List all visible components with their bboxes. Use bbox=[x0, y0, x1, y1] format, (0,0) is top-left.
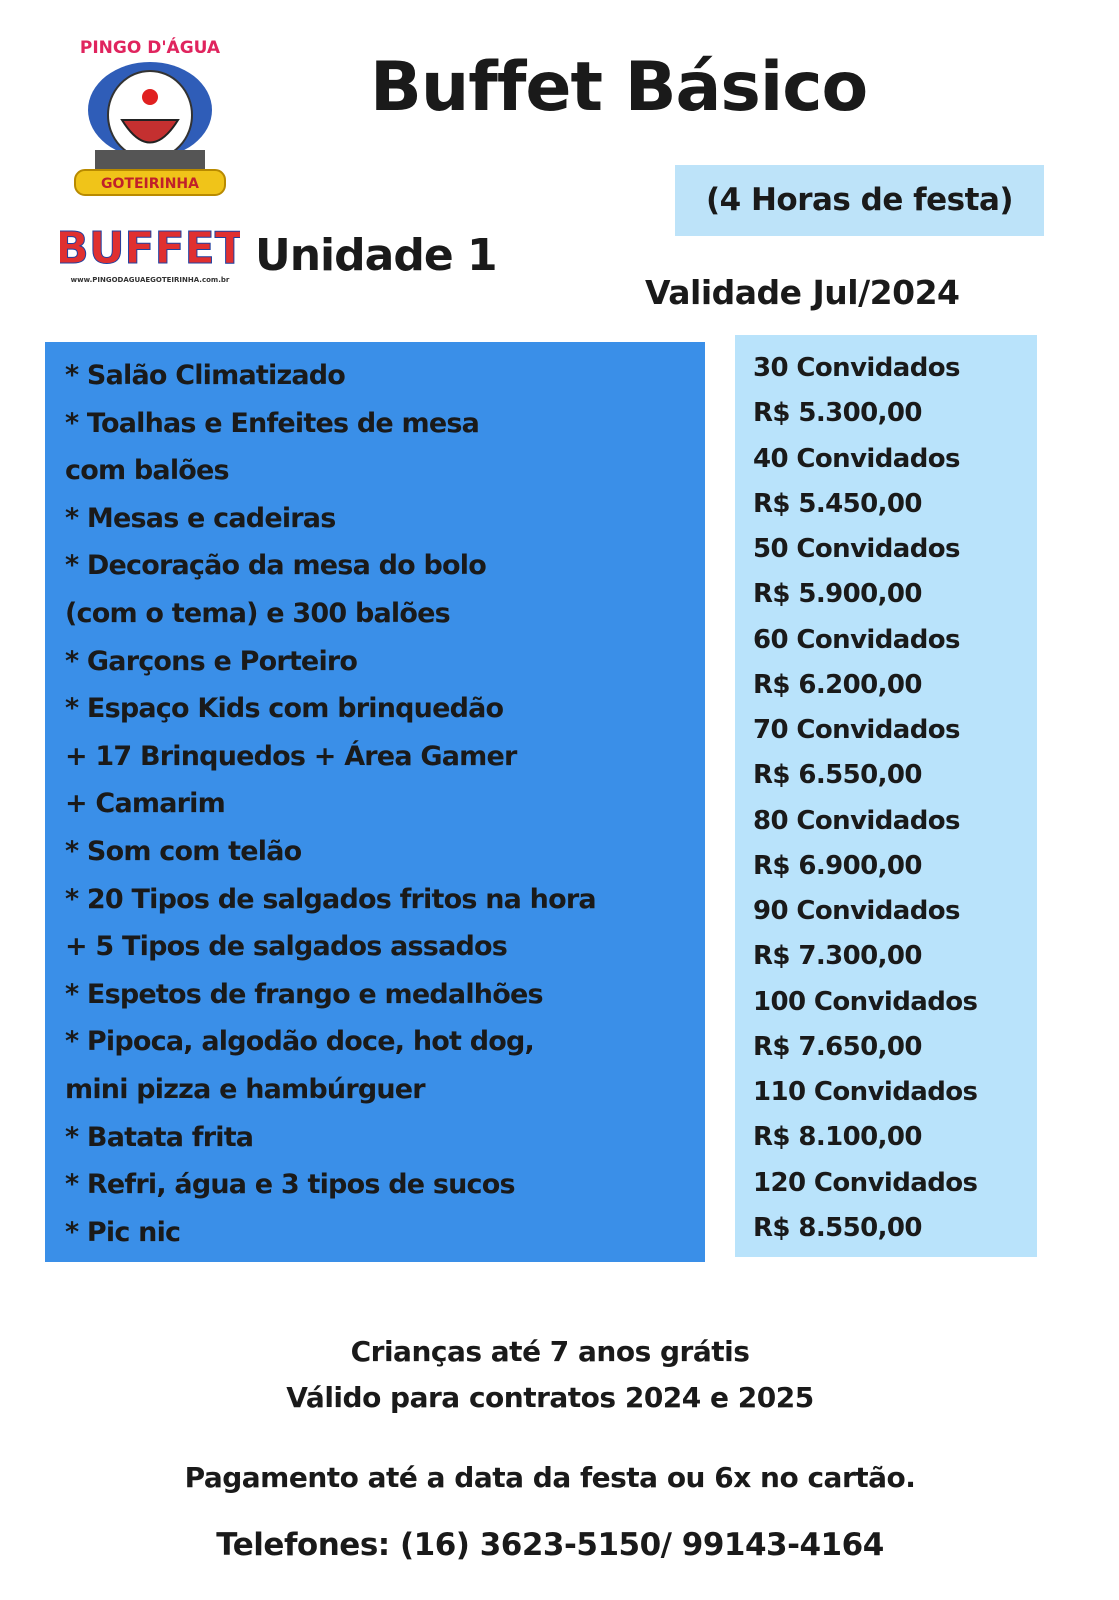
feature-line: + Camarim bbox=[65, 788, 226, 820]
guest-count: 90 Convidados bbox=[753, 896, 960, 926]
guest-count: 100 Convidados bbox=[753, 986, 978, 1017]
price: R$ 6.900,00 bbox=[753, 850, 922, 881]
guest-count: 120 Convidados bbox=[753, 1167, 978, 1198]
duration: (4 Horas de festa) bbox=[675, 165, 1044, 236]
price: R$ 7.300,00 bbox=[753, 941, 922, 971]
price: R$ 8.550,00 bbox=[753, 1212, 922, 1243]
prices-box: 30 Convidados R$ 5.300,00 40 Convidados R$ … bbox=[735, 335, 1037, 1257]
feature-line: * Refri, água e 3 tipos de sucos bbox=[65, 1169, 516, 1201]
price: R$ 5.450,00 bbox=[753, 488, 922, 519]
guest-count: 80 Convidados bbox=[753, 805, 960, 836]
guest-count: 70 Convidados bbox=[753, 715, 960, 745]
price: R$ 8.100,00 bbox=[753, 1122, 922, 1152]
footer-phones: Telefones: (16) 3623-5150/ 99143-4164 bbox=[216, 1527, 884, 1563]
guest-count: 110 Convidados bbox=[753, 1077, 978, 1107]
feature-line: * Decoração da mesa do bolo bbox=[65, 550, 487, 582]
feature-line: + 5 Tipos de salgados assados bbox=[65, 931, 508, 963]
feature-line: * Garçons e Porteiro bbox=[65, 645, 358, 677]
logo-brand: BUFFET bbox=[60, 223, 240, 274]
feature-line: + 17 Brinquedos + Área Gamer bbox=[65, 740, 517, 772]
guest-count: 60 Convidados bbox=[753, 624, 960, 655]
logo-url: www.PINGODAGUAEGOTEIRINHA.com.br bbox=[71, 276, 230, 284]
feature-line: * Pic nic bbox=[65, 1216, 181, 1248]
feature-line: * Toalhas e Enfeites de mesa bbox=[65, 407, 480, 439]
guest-count: 40 Convidados bbox=[753, 443, 960, 474]
footer-line: Crianças até 7 anos grátis bbox=[350, 1335, 750, 1368]
unit: Unidade 1 bbox=[255, 230, 498, 281]
feature-line: * Salão Climatizado bbox=[65, 360, 346, 391]
feature-line: mini pizza e hambúrguer bbox=[65, 1074, 426, 1105]
footer-line: Pagamento até a data da festa ou 6x no c… bbox=[184, 1461, 916, 1494]
guest-count: 30 Convidados bbox=[753, 353, 960, 383]
price: R$ 6.200,00 bbox=[753, 669, 922, 700]
feature-line: (com o tema) e 300 balões bbox=[65, 598, 451, 629]
feature-line: * 20 Tipos de salgados fritos na hora bbox=[65, 883, 597, 915]
price: R$ 6.550,00 bbox=[753, 760, 922, 790]
features-box: * Salão Climatizado * Toalhas e Enfeites … bbox=[45, 342, 705, 1262]
price: R$ 5.900,00 bbox=[753, 579, 922, 609]
feature-line: * Som com telão bbox=[65, 836, 302, 867]
guest-count: 50 Convidados bbox=[753, 534, 960, 564]
validity: Validade Jul/2024 bbox=[645, 273, 960, 312]
footer-line: Válido para contratos 2024 e 2025 bbox=[286, 1381, 814, 1414]
logo-badge: GOTEIRINHA bbox=[101, 176, 199, 192]
feature-line: * Mesas e cadeiras bbox=[65, 502, 336, 534]
price: R$ 7.650,00 bbox=[753, 1031, 922, 1062]
feature-line: * Espetos de frango e medalhões bbox=[65, 978, 544, 1010]
logo: PINGO D'ÁGUA GOTEIRINHA BUFFET www.PINGO… bbox=[60, 36, 240, 284]
feature-line: com balões bbox=[65, 455, 230, 487]
price: R$ 5.300,00 bbox=[753, 398, 922, 428]
logo-top-text: PINGO D'ÁGUA bbox=[80, 36, 221, 58]
feature-line: * Espaço Kids com brinquedão bbox=[65, 693, 504, 725]
feature-line: * Pipoca, algodão doce, hot dog, bbox=[65, 1026, 535, 1058]
title: Buffet Básico bbox=[370, 48, 868, 127]
feature-line: * Batata frita bbox=[65, 1121, 254, 1153]
